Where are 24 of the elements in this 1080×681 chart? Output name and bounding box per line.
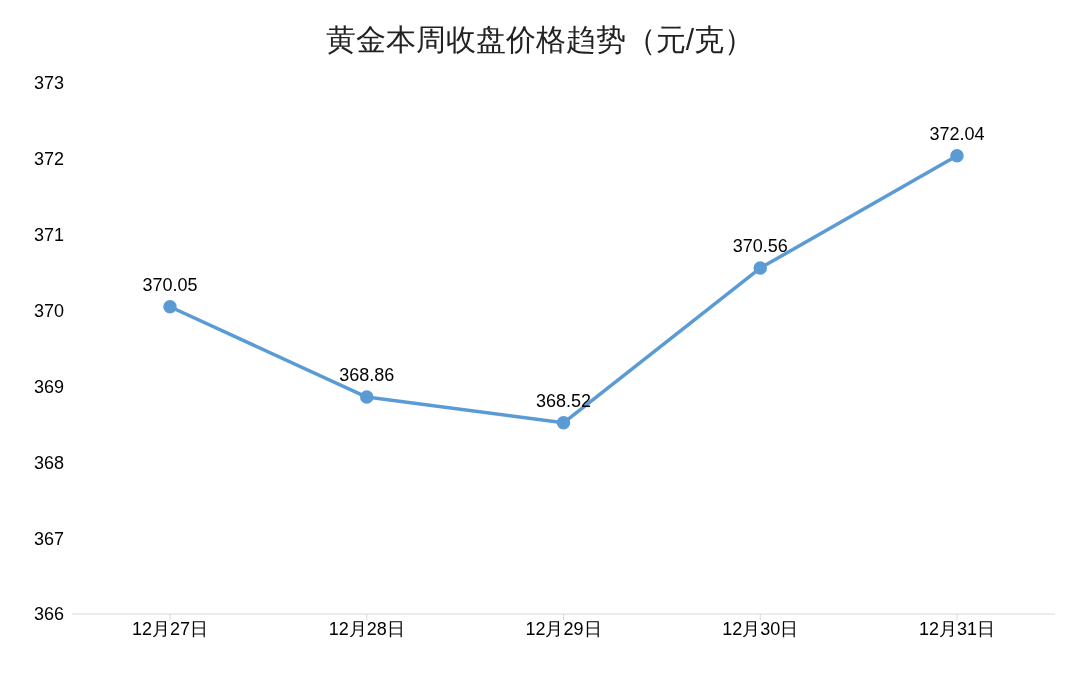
data-label: 372.04 — [929, 123, 985, 144]
point — [753, 261, 767, 275]
y-tick-label: 367 — [33, 528, 64, 549]
data-label: 368.86 — [339, 365, 395, 386]
point — [360, 390, 374, 404]
point — [556, 416, 571, 430]
x-tick-label: 12月29日 — [525, 618, 602, 639]
y-tick-label: 371 — [33, 225, 64, 246]
chart-title: 黄金本周收盘价格趋势（元/克） — [324, 22, 756, 58]
data-label: 370.05 — [142, 274, 198, 295]
x-tick-label: 12月30日 — [722, 618, 799, 639]
y-tick-label: 366 — [33, 604, 64, 625]
y-tick-label: 370 — [33, 300, 64, 321]
x-tick-label: 12月27日 — [131, 618, 209, 639]
x-tick-label: 12月28日 — [328, 618, 405, 639]
y-tick-label: 373 — [33, 73, 64, 94]
point — [950, 149, 964, 163]
data-label: 370.56 — [732, 236, 788, 257]
data-label: 368.52 — [535, 390, 592, 411]
x-tick-label: 12月31日 — [918, 618, 996, 639]
y-tick-label: 369 — [33, 376, 64, 397]
y-tick-label: 368 — [33, 452, 64, 473]
point — [163, 300, 177, 314]
y-tick-label: 372 — [33, 149, 64, 170]
